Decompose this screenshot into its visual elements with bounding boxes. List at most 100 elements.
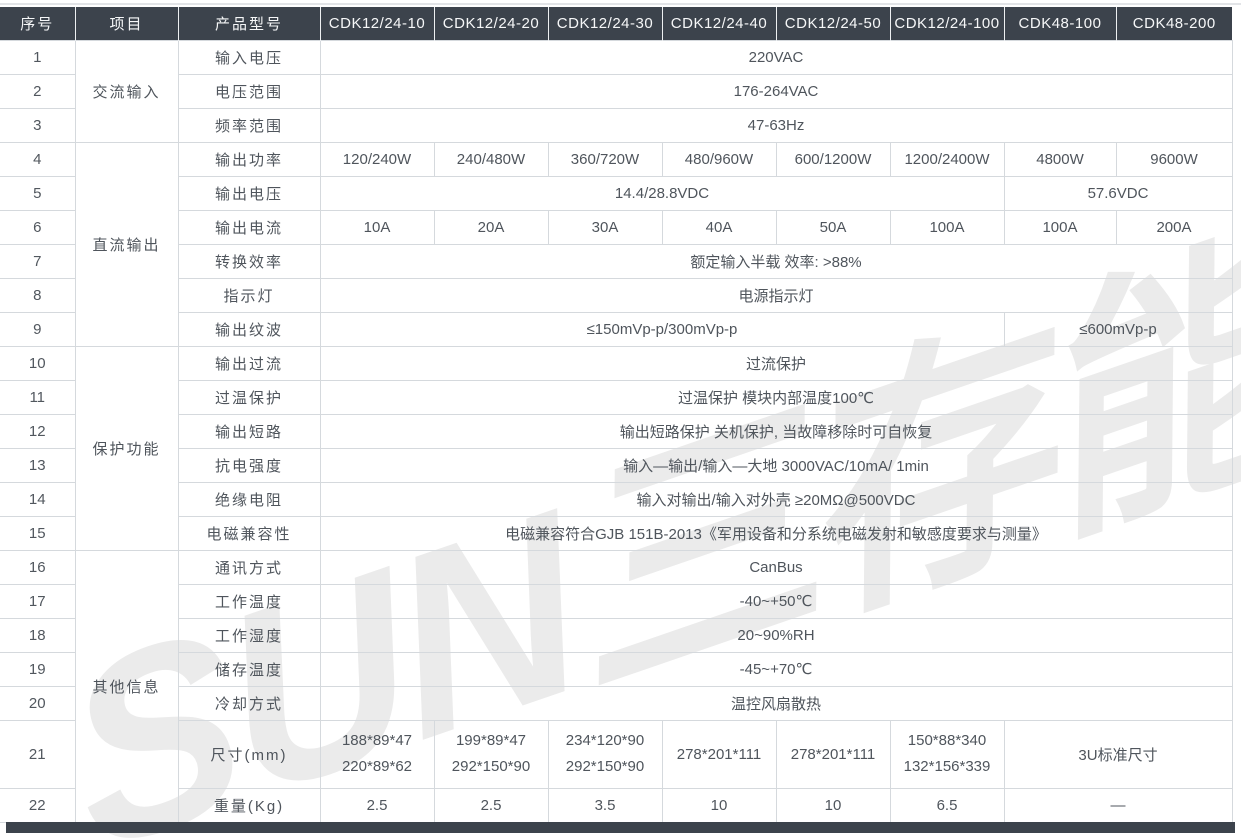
value-cell: 47-63Hz xyxy=(319,107,1233,143)
row-number-cell: 16 xyxy=(0,549,76,585)
item-cell: 频率范围 xyxy=(177,107,321,143)
item-cell: 储存温度 xyxy=(177,651,321,687)
table-row: 22 重量(Kg) 2.5 2.5 3.5 10 10 6.5— xyxy=(0,787,1233,823)
value-cell: 50A xyxy=(775,209,891,245)
table-row: 13 抗电强度 输入—输出/输入—大地 3000VAC/10mA/ 1min xyxy=(0,447,1233,483)
value-cell: 20~90%RH xyxy=(319,617,1233,653)
header-row: 序号 项目 产品型号 CDK12/24-10 CDK12/24-20 CDK12/24-3… xyxy=(0,7,1232,40)
header-cell-4: CDK12/24-20 xyxy=(433,7,548,40)
item-cell: 电压范围 xyxy=(177,73,321,109)
item-cell: 输出短路 xyxy=(177,413,321,449)
value-cell: 278*201*111 xyxy=(661,719,777,789)
header-cell-7: CDK12/24-50 xyxy=(775,7,890,40)
value-cell: 240/480W xyxy=(433,141,549,177)
item-cell: 重量(Kg) xyxy=(177,787,321,823)
value-cell: 100A xyxy=(889,209,1005,245)
top-divider-line xyxy=(0,3,1241,5)
header-cell-5: CDK12/24-30 xyxy=(547,7,662,40)
value-cell: 200A xyxy=(1115,209,1233,245)
table-row: 9 输出纹波 ≤150mVp-p/300mVp-p ≤600mVp-p xyxy=(0,311,1233,347)
header-cell-0: 序号 xyxy=(0,7,75,40)
value-cell: — xyxy=(1003,787,1233,823)
value-cell: 额定输入半载 效率: >88% xyxy=(319,243,1233,279)
row-number-cell: 9 xyxy=(0,311,76,347)
item-cell: 尺寸(mm) xyxy=(177,719,321,789)
value-cell: 360/720W xyxy=(547,141,663,177)
row-number-cell: 11 xyxy=(0,379,76,415)
value-cell: 10A xyxy=(319,209,435,245)
value-cell: 480/960W xyxy=(661,141,777,177)
item-cell: 输出过流 xyxy=(177,345,321,381)
value-cell: 过流保护 xyxy=(319,345,1233,381)
row-number-cell: 13 xyxy=(0,447,76,483)
table-row: 5 输出电压 14.4/28.8VDC 57.6VDC xyxy=(0,175,1233,211)
dimension-line: 234*120*90 xyxy=(565,732,645,749)
row-number-cell: 21 xyxy=(0,719,76,789)
value-cell: 188*89*47 220*89*62 xyxy=(319,719,435,789)
value-cell: 278*201*111 xyxy=(775,719,891,789)
value-cell: 3.5 xyxy=(547,787,663,823)
value-cell: 234*120*90 292*150*90 xyxy=(547,719,663,789)
header-cell-10: CDK48-200 xyxy=(1115,7,1232,40)
item-cell: 工作湿度 xyxy=(177,617,321,653)
dimension-line: 220*89*62 xyxy=(341,758,413,775)
dimension-line: 188*89*47 xyxy=(341,732,413,749)
product-spec-table: 序号 项目 产品型号 CDK12/24-10 CDK12/24-20 CDK12/24-3… xyxy=(0,7,1233,823)
category-cell: 直流输出 xyxy=(74,141,179,347)
value-cell: CanBus xyxy=(319,549,1233,585)
value-cell: -40~+50℃ xyxy=(319,583,1233,619)
item-cell: 通讯方式 xyxy=(177,549,321,585)
value-cell: 温控风扇散热 xyxy=(319,685,1233,721)
value-cell: ≤600mVp-p xyxy=(1003,311,1233,347)
item-cell: 输出纹波 xyxy=(177,311,321,347)
value-cell: 3U标准尺寸 xyxy=(1003,719,1233,789)
item-cell: 工作温度 xyxy=(177,583,321,619)
row-number-cell: 1 xyxy=(0,39,76,75)
value-cell: 30A xyxy=(547,209,663,245)
dimension-line: 132*156*339 xyxy=(903,758,991,775)
dimension-line: 292*150*90 xyxy=(451,758,531,775)
dimension-line: 199*89*47 xyxy=(455,732,527,749)
dimension-line: 292*150*90 xyxy=(565,758,645,775)
table-row: 20 冷却方式 温控风扇散热 xyxy=(0,685,1233,721)
table-row: 7 转换效率 额定输入半载 效率: >88% xyxy=(0,243,1233,279)
value-cell: 150*88*340 132*156*339 xyxy=(889,719,1005,789)
item-cell: 电磁兼容性 xyxy=(177,515,321,551)
row-number-cell: 6 xyxy=(0,209,76,245)
item-cell: 转换效率 xyxy=(177,243,321,279)
value-cell: 199*89*47 292*150*90 xyxy=(433,719,549,789)
table-row: 4 直流输出 输出功率 120/240W 240/480W 360/720W 480/960… xyxy=(0,141,1233,347)
value-cell: 40A xyxy=(661,209,777,245)
item-cell: 过温保护 xyxy=(177,379,321,415)
row-number-cell: 17 xyxy=(0,583,76,619)
item-cell: 指示灯 xyxy=(177,277,321,313)
value-cell: 120/240W xyxy=(319,141,435,177)
row-number-cell: 18 xyxy=(0,617,76,653)
table-body: 1 交流输入 输入电压 220VAC 2 电压范围 176-264VAC 3 频率范围 47-63… xyxy=(0,39,1233,823)
row-number-cell: 2 xyxy=(0,73,76,109)
table-row: 12 输出短路 输出短路保护 关机保护, 当故障移除时可自恢复 xyxy=(0,413,1233,449)
value-cell: 4800W xyxy=(1003,141,1117,177)
top-strip xyxy=(0,0,1241,7)
row-number-cell: 22 xyxy=(0,787,76,823)
value-cell: 电磁兼容符合GJB 151B-2013《军用设备和分系统电磁发射和敏感度要求与测… xyxy=(319,515,1233,551)
value-cell: 176-264VAC xyxy=(319,73,1233,109)
bottom-bar xyxy=(6,822,1235,833)
value-cell: 20A xyxy=(433,209,549,245)
item-cell: 抗电强度 xyxy=(177,447,321,483)
dimension-line: 150*88*340 xyxy=(907,732,987,749)
value-cell: ≤150mVp-p/300mVp-p xyxy=(319,311,1005,347)
table-row: 11 过温保护 过温保护 模块内部温度100℃ xyxy=(0,379,1233,415)
table-header: 序号 项目 产品型号 CDK12/24-10 CDK12/24-20 CDK12/24-3… xyxy=(0,7,1232,40)
table-row: 18 工作湿度 20~90%RH xyxy=(0,617,1233,653)
value-cell: 220VAC xyxy=(319,39,1233,75)
value-cell: 14.4/28.8VDC xyxy=(319,175,1005,211)
value-cell: 2.5 xyxy=(319,787,435,823)
value-cell: 100A xyxy=(1003,209,1117,245)
row-number-cell: 20 xyxy=(0,685,76,721)
item-cell: 输出功率 xyxy=(177,141,321,177)
value-cell: 1200/2400W xyxy=(889,141,1005,177)
value-cell: 2.5 xyxy=(433,787,549,823)
table-row: 19 储存温度 -45~+70℃ xyxy=(0,651,1233,687)
